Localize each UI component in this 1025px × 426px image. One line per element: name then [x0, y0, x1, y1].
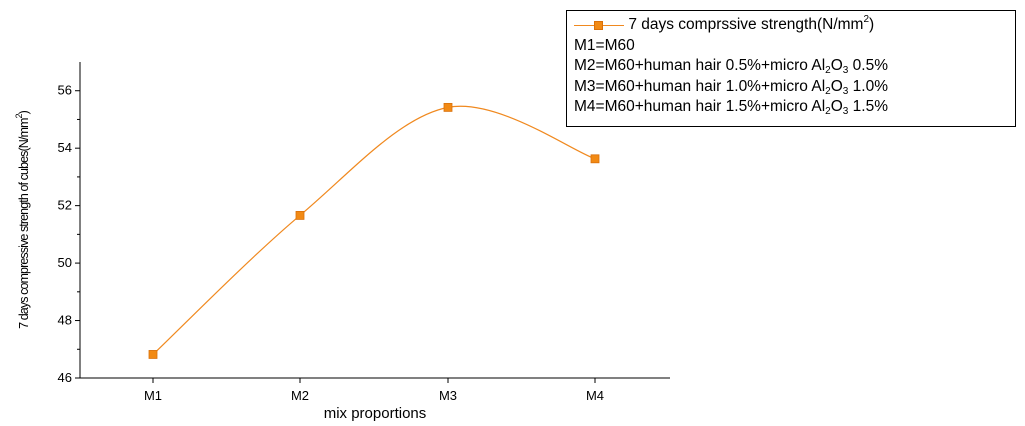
legend: 7 days comprssive strength(N/mm2) M1=M60… — [566, 10, 1016, 127]
legend-m2-mid: O — [830, 57, 843, 74]
y-tick-label: 52 — [58, 198, 72, 213]
legend-m3-mid: O — [830, 77, 843, 95]
y-axis-title: 7 days compressive strength of cubes(N/m… — [14, 110, 31, 329]
legend-m2-prefix: M2=M60+human hair 0.5%+micro Al — [574, 57, 826, 74]
data-point-m1 — [148, 350, 158, 359]
legend-m3-sub2: 3 — [842, 85, 849, 97]
data-point-m4 — [590, 154, 600, 164]
legend-m2: M2=M60+human hair 0.5%+micro Al2O3 0.5% — [574, 56, 1015, 77]
y-tick-label: 46 — [58, 370, 72, 385]
legend-series-entry: 7 days comprssive strength(N/mm2) — [574, 15, 1015, 36]
data-point-m2 — [295, 211, 305, 220]
x-tick-label: M4 — [586, 388, 604, 403]
legend-m3-prefix: M3=M60+human hair 1.0%+micro Al — [574, 77, 826, 95]
series-line-0 — [152, 105, 596, 355]
x-tick-label: M1 — [144, 388, 162, 403]
legend-m3-tail: 1.0% — [848, 77, 888, 95]
legend-m4-sub1: 2 — [825, 106, 831, 117]
legend-m1-text: M1=M60 — [574, 36, 635, 54]
y-tick-label: 50 — [58, 255, 72, 270]
x-tick-label: M3 — [439, 388, 457, 403]
data-point-m3 — [443, 102, 453, 112]
legend-series-label-sup: 2 — [863, 14, 870, 25]
legend-m3-sub1: 2 — [825, 85, 831, 97]
y-tick-label: 54 — [58, 140, 72, 155]
y-axis-title-main: 7 days compressive strength of cubes(N/m… — [17, 118, 31, 329]
legend-m4: M4=M60+human hair 1.5%+micro Al2O3 1.5% — [574, 97, 1015, 118]
legend-m2-tail: 0.5% — [848, 57, 888, 74]
legend-m2-sub2: 3 — [842, 65, 849, 76]
x-tick-label: M2 — [291, 388, 309, 403]
y-tick-label: 48 — [58, 313, 72, 328]
legend-m1: M1=M60 — [574, 36, 1015, 57]
legend-line-marker — [574, 18, 624, 32]
legend-m4-sub2: 3 — [842, 106, 849, 117]
y-tick-label: 56 — [58, 83, 72, 98]
legend-m2-sub1: 2 — [825, 65, 831, 76]
legend-m4-tail: 1.5% — [848, 98, 888, 115]
x-axis-title: mix proportions — [324, 405, 427, 421]
legend-m3: M3=M60+human hair 1.0%+micro Al2O3 1.0% — [574, 77, 1015, 98]
legend-series-label-tail: ) — [869, 16, 875, 33]
y-axis-title-tail: ) — [17, 110, 31, 114]
y-axis-title-sup: 2 — [14, 113, 24, 118]
legend-m4-prefix: M4=M60+human hair 1.5%+micro Al — [574, 98, 826, 115]
legend-m4-mid: O — [830, 98, 843, 115]
legend-square-icon — [594, 20, 603, 30]
legend-series-label: 7 days comprssive strength(N/mm — [628, 16, 864, 33]
